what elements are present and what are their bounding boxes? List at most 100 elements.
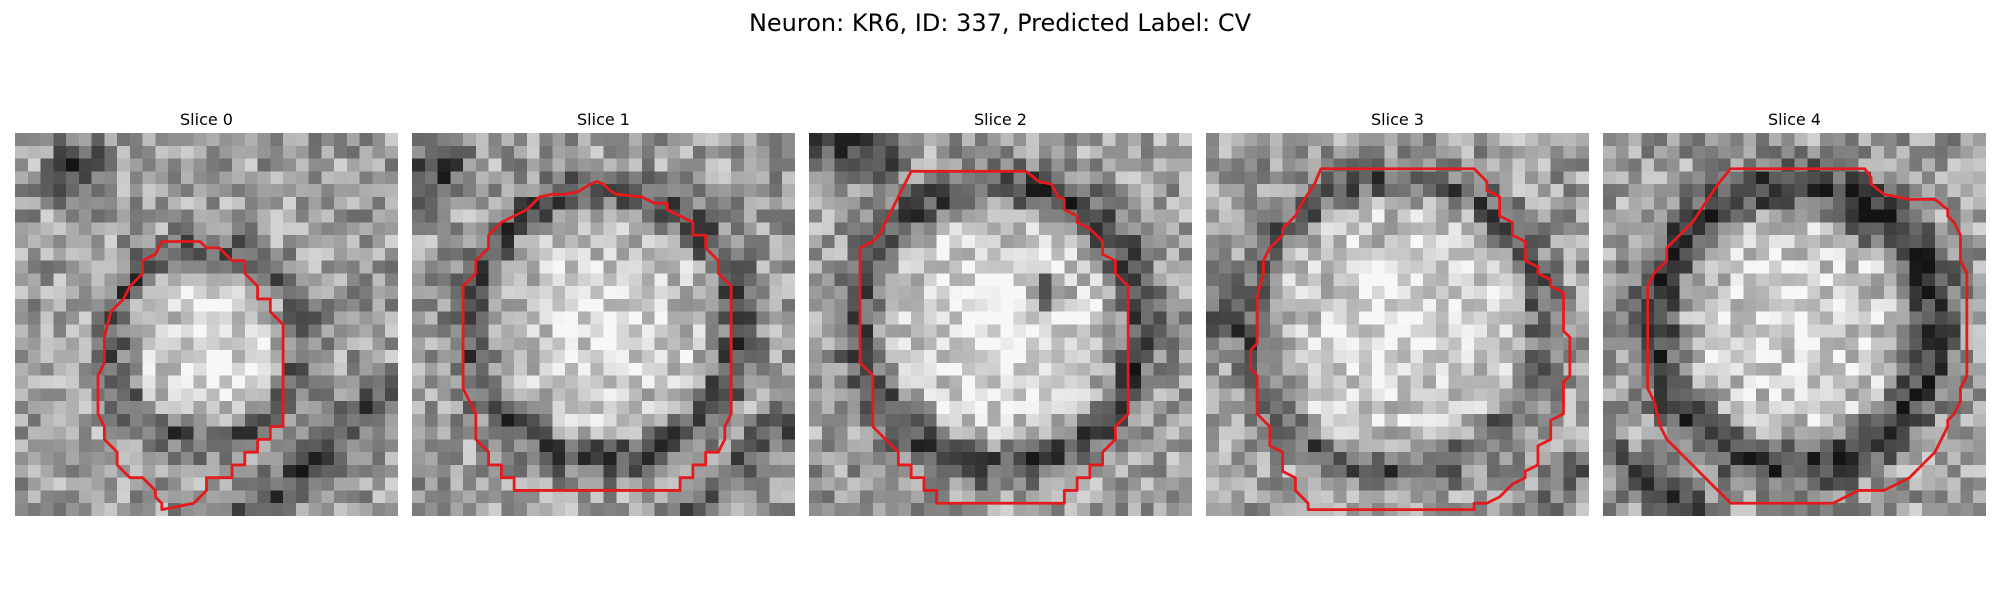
pixel [412, 427, 425, 440]
pixel [245, 414, 258, 427]
pixel [886, 235, 899, 248]
pixel [1090, 350, 1103, 363]
pixel [476, 376, 489, 389]
pixel [155, 478, 168, 491]
pixel [1474, 427, 1487, 440]
pixel [886, 465, 899, 478]
pixel [937, 299, 950, 312]
pixel [1629, 401, 1642, 414]
pixel [476, 159, 489, 172]
pixel [1346, 427, 1359, 440]
pixel [1525, 184, 1538, 197]
pixel [1334, 363, 1347, 376]
pixel [514, 248, 527, 261]
pixel [1629, 439, 1642, 452]
pixel [667, 286, 680, 299]
pixel [552, 286, 565, 299]
pixel [117, 350, 130, 363]
pixel [207, 414, 220, 427]
pixel [706, 414, 719, 427]
pixel [501, 133, 514, 146]
pixel [898, 273, 911, 286]
pixel [168, 478, 181, 491]
pixel [181, 363, 194, 376]
pixel [245, 184, 258, 197]
pixel [1616, 325, 1629, 338]
pixel [66, 133, 79, 146]
pixel [1563, 439, 1576, 452]
pixel [1359, 184, 1372, 197]
pixel [143, 235, 156, 248]
pixel [1603, 325, 1616, 338]
pixel [360, 261, 373, 274]
pixel [1922, 401, 1935, 414]
pixel [1232, 503, 1245, 516]
pixel [1372, 210, 1385, 223]
pixel [552, 146, 565, 159]
pixel [655, 273, 668, 286]
pixel [1232, 452, 1245, 465]
pixel [438, 312, 451, 325]
pixel [79, 261, 92, 274]
pixel [835, 363, 848, 376]
pixel [988, 210, 1001, 223]
pixel [873, 465, 886, 478]
pixel [835, 286, 848, 299]
pixel [604, 210, 617, 223]
pixel [1270, 159, 1283, 172]
pixel [860, 171, 873, 184]
pixel [1385, 171, 1398, 184]
pixel [1423, 478, 1436, 491]
pixel [15, 286, 28, 299]
pixel [1359, 235, 1372, 248]
pixel [655, 299, 668, 312]
pixel [1077, 414, 1090, 427]
pixel [1308, 478, 1321, 491]
pixel [1283, 350, 1296, 363]
pixel [835, 350, 848, 363]
pixel [168, 439, 181, 452]
pixel [1270, 388, 1283, 401]
pixel [565, 388, 578, 401]
pixel [1013, 248, 1026, 261]
pixel [1410, 452, 1423, 465]
pixel [372, 184, 385, 197]
pixel [1128, 248, 1141, 261]
pixel [1115, 401, 1128, 414]
pixel [1013, 363, 1026, 376]
pixel [769, 133, 782, 146]
pixel [1474, 465, 1487, 478]
pixel [809, 401, 822, 414]
pixel [1244, 325, 1257, 338]
pixel [1308, 222, 1321, 235]
pixel [1166, 248, 1179, 261]
pixel [1090, 490, 1103, 503]
pixel [1013, 235, 1026, 248]
pixel [1449, 363, 1462, 376]
pixel [334, 452, 347, 465]
pixel [1270, 273, 1283, 286]
pixel [1680, 184, 1693, 197]
pixel [1346, 146, 1359, 159]
pixel [1935, 503, 1948, 516]
pixel [1705, 388, 1718, 401]
pixel [1154, 197, 1167, 210]
pixel [527, 210, 540, 223]
pixel [718, 503, 731, 516]
pixel [988, 350, 1001, 363]
pixel [1410, 414, 1423, 427]
pixel [782, 133, 795, 146]
pixel [232, 350, 245, 363]
pixel [604, 248, 617, 261]
pixel [1743, 171, 1756, 184]
pixel [860, 299, 873, 312]
pixel [1115, 439, 1128, 452]
pixel [438, 159, 451, 172]
pixel [924, 376, 937, 389]
pixel [1359, 146, 1372, 159]
pixel [1064, 222, 1077, 235]
pixel [706, 273, 719, 286]
pixel [1782, 197, 1795, 210]
pixel [1846, 465, 1859, 478]
pixel [258, 414, 271, 427]
